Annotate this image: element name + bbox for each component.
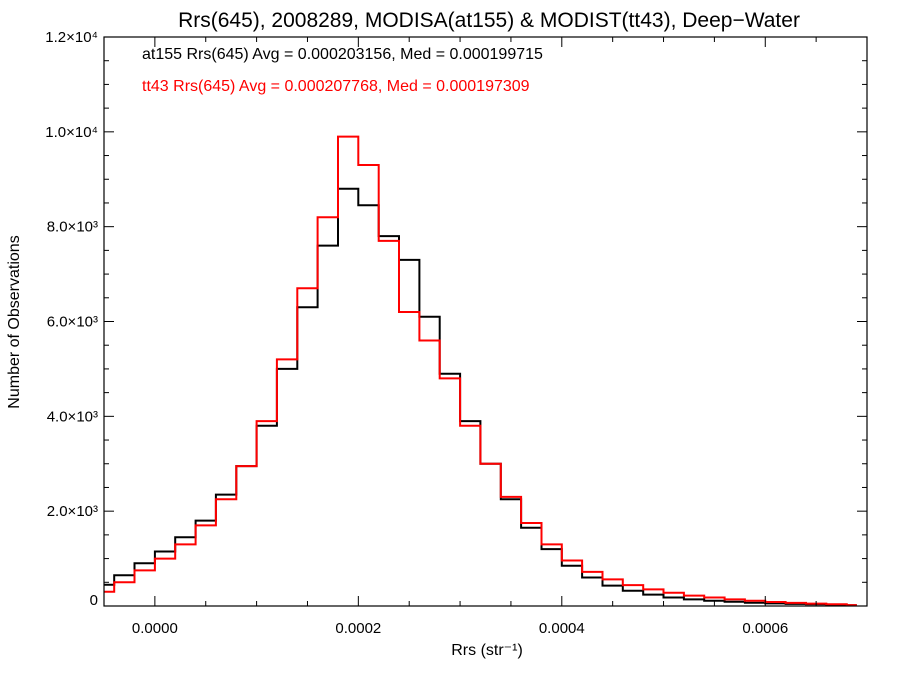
x-tick-label: 0.0002 xyxy=(335,620,381,637)
x-tick-label: 0.0000 xyxy=(132,620,178,637)
plot-frame xyxy=(103,36,868,607)
y-axis-label: Number of Observations xyxy=(6,235,23,408)
annotation-at155: at155 Rrs(645) Avg = 0.000203156, Med = … xyxy=(142,46,543,63)
chart-title: Rrs(645), 2008289, MODISA(at155) & MODIS… xyxy=(178,9,800,32)
x-tick-label: 0.0004 xyxy=(539,620,585,637)
annotation-tt43: tt43 Rrs(645) Avg = 0.000207768, Med = 0… xyxy=(142,78,530,95)
series-line-1 xyxy=(104,135,857,607)
x-axis-label: Rrs (str⁻¹) xyxy=(451,642,523,659)
y-tick-label: 8.0×10³ xyxy=(47,219,98,236)
y-tick-label: 2.0×10³ xyxy=(47,503,98,520)
series-line-0 xyxy=(104,187,857,607)
y-axis: 0 2.0×10³ 4.0×10³ 6.0×10³ 8.0×10³ 1.0×10⁴ 1.2×… xyxy=(45,29,867,609)
y-tick-label: 1.0×10⁴ xyxy=(45,124,98,141)
x-axis: 0.0000 0.0002 0.0004 0.0006 xyxy=(103,37,868,637)
y-tick-label: 0 xyxy=(90,592,98,609)
series-layer xyxy=(104,135,857,607)
y-tick-label: 6.0×10³ xyxy=(47,314,98,331)
x-tick-label: 0.0006 xyxy=(742,620,788,637)
y-tick-label: 4.0×10³ xyxy=(47,408,98,425)
y-tick-label: 1.2×10⁴ xyxy=(45,29,98,46)
